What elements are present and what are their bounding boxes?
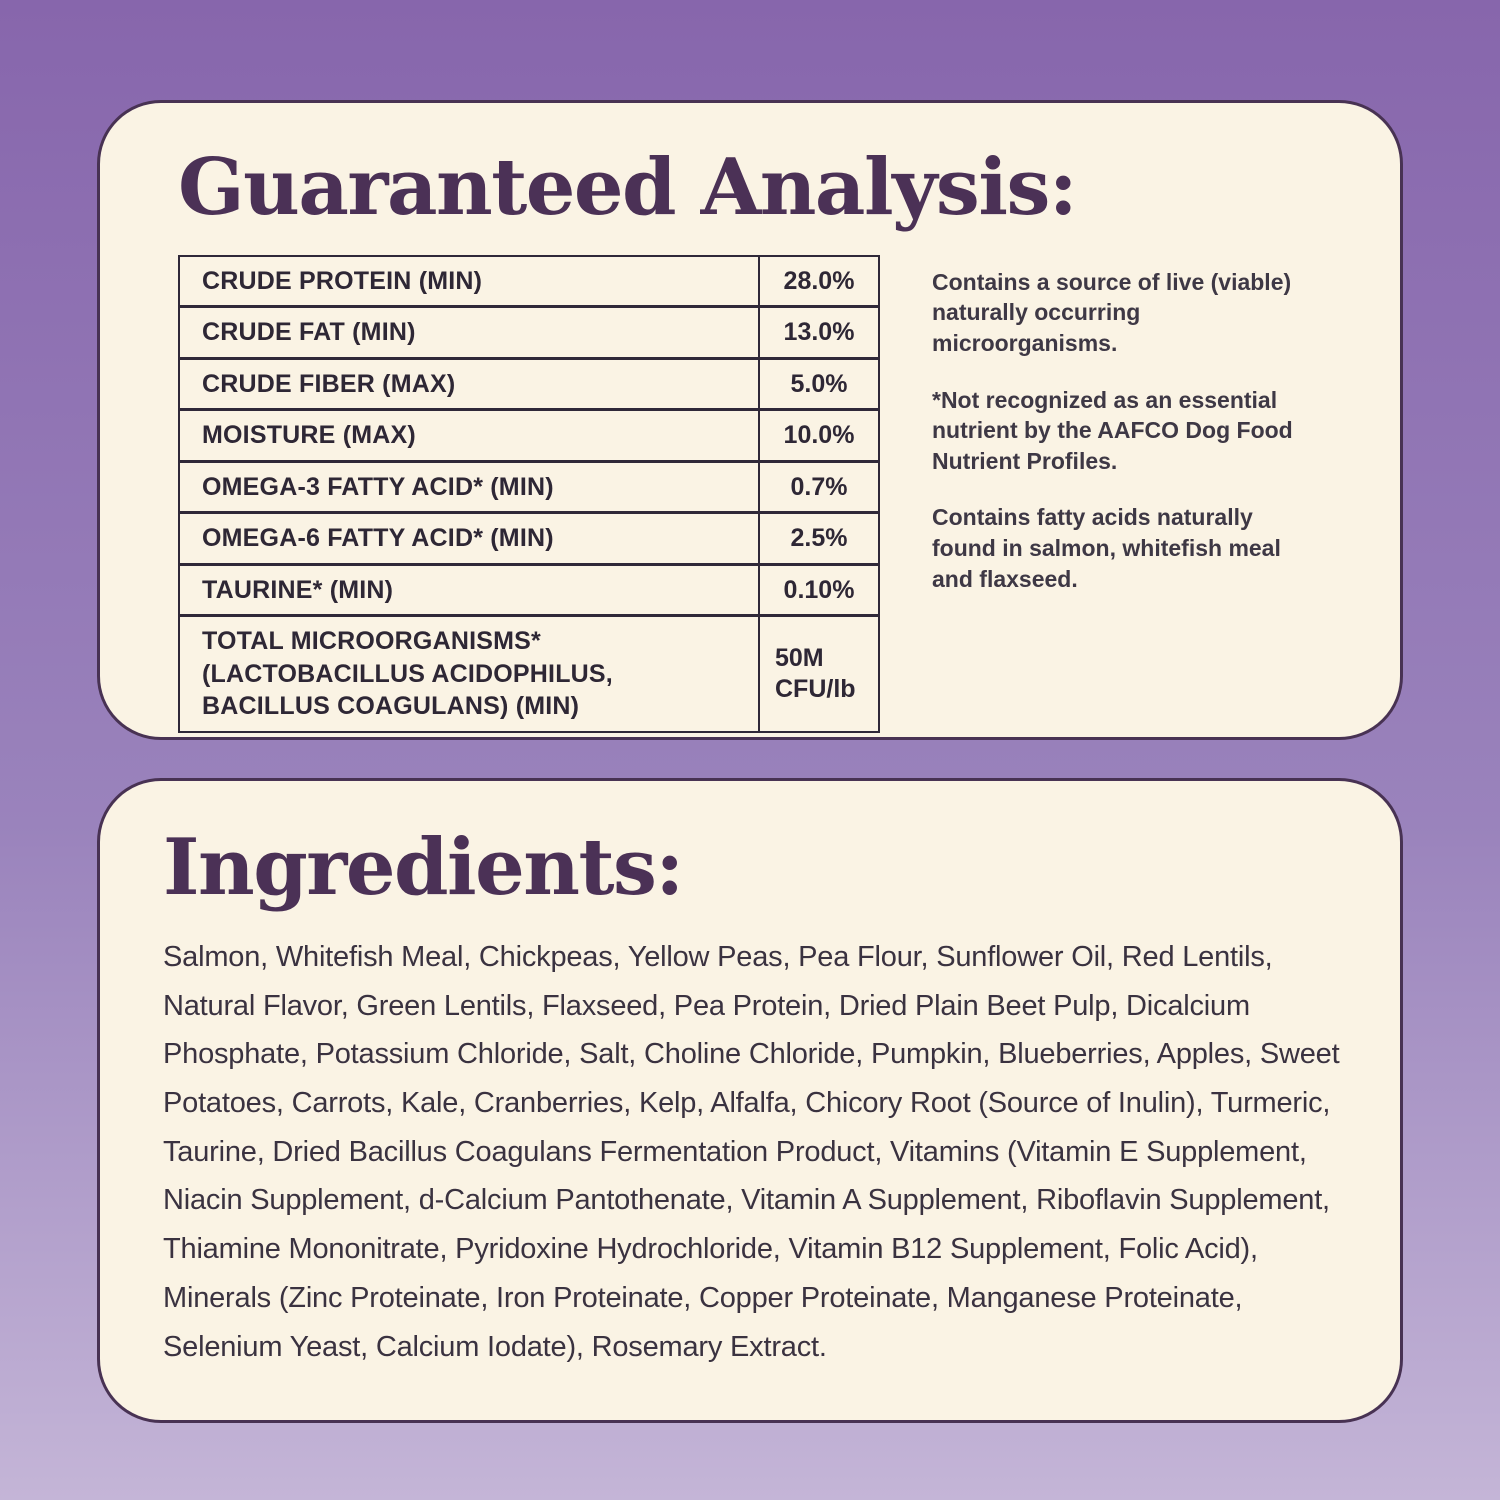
ingredients-text: Salmon, Whitefish Meal, Chickpeas, Yello… <box>163 940 1340 1363</box>
table-row: OMEGA-6 FATTY ACID* (MIN) 2.5% <box>180 514 878 566</box>
nutrient-label: CRUDE FIBER (MAX) <box>180 359 760 409</box>
nutrient-value: 0.7% <box>790 472 848 501</box>
nutrient-value: 2.5% <box>790 524 848 553</box>
guaranteed-analysis-title: Guaranteed Analysis: <box>178 142 1078 233</box>
nutrient-label: MOISTURE (MAX) <box>180 411 760 460</box>
note-paragraph: Contains fatty acids naturally found in … <box>932 504 1281 592</box>
note-paragraph: *Not recognized as an essential nutrient… <box>932 386 1293 474</box>
nutrient-value: 28.0% <box>783 266 855 295</box>
table-row: TOTAL MICROORGANISMS* (LACTOBACILLUS ACI… <box>180 617 878 731</box>
table-row: MOISTURE (MAX) 10.0% <box>180 411 878 463</box>
nutrient-label: OMEGA-6 FATTY ACID* (MIN) <box>180 514 760 563</box>
nutrient-value: 5.0% <box>790 369 848 398</box>
nutrient-value: 10.0% <box>783 421 855 450</box>
guaranteed-analysis-card: Guaranteed Analysis: CRUDE PROTEIN (MIN)… <box>97 100 1403 740</box>
table-row: TAURINE* (MIN) 0.10% <box>180 565 878 618</box>
guaranteed-analysis-table: CRUDE PROTEIN (MIN) 28.0% CRUDE FAT (MIN… <box>178 254 880 733</box>
table-row: CRUDE FAT (MIN) 13.0% <box>180 308 878 360</box>
nutrient-label: CRUDE PROTEIN (MIN) <box>180 256 760 306</box>
nutrient-value: 50M CFU/lb <box>775 643 856 704</box>
note-paragraph: Contains a source of live (viable) natur… <box>932 268 1292 357</box>
ingredients-title: Ingredients: <box>163 822 684 913</box>
table-row: OMEGA-3 FATTY ACID* (MIN) 0.7% <box>180 462 878 515</box>
nutrient-label: CRUDE FAT (MIN) <box>180 308 760 357</box>
nutrient-value: 13.0% <box>783 318 855 347</box>
nutrient-value: 0.10% <box>783 575 855 604</box>
nutrient-label: TAURINE* (MIN) <box>180 565 760 615</box>
table-row: CRUDE FIBER (MAX) 5.0% <box>180 359 878 412</box>
ingredients-card: Ingredients: Salmon, Whitefish Meal, Chi… <box>97 778 1403 1423</box>
nutrient-label: OMEGA-3 FATTY ACID* (MIN) <box>180 462 760 512</box>
analysis-notes: Contains a source of live (viable) natur… <box>932 255 1322 733</box>
nutrient-label: TOTAL MICROORGANISMS* (LACTOBACILLUS ACI… <box>180 617 760 731</box>
guaranteed-analysis-body: CRUDE PROTEIN (MIN) 28.0% CRUDE FAT (MIN… <box>178 254 1330 733</box>
table-row: CRUDE PROTEIN (MIN) 28.0% <box>180 256 878 309</box>
